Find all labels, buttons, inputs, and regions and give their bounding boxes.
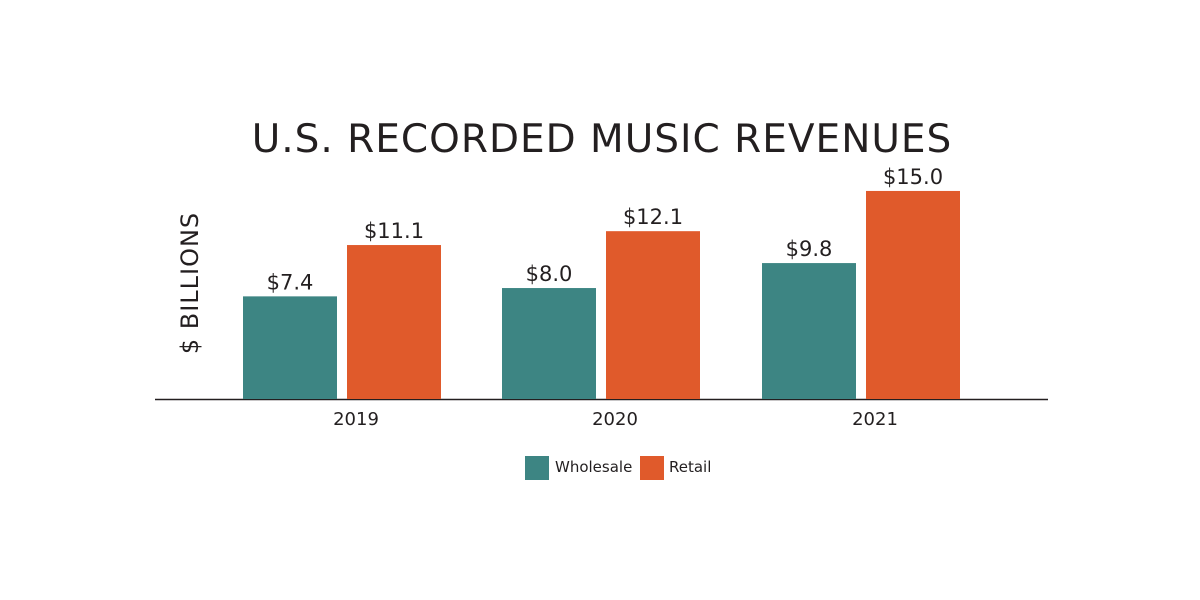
legend-label-retail: Retail [669,458,711,476]
x-tick-label-2021: 2021 [852,409,898,430]
x-tick-label-2019: 2019 [333,409,379,430]
bar-retail-2019 [347,245,441,399]
legend-swatch-retail [640,456,664,480]
bar-retail-2020 [606,231,700,399]
legend: Wholesale Retail [525,456,711,480]
data-label-retail-2021: $15.0 [883,165,943,189]
data-label-wholesale-2020: $8.0 [526,262,573,286]
chart-title: U.S. RECORDED MUSIC REVENUES [252,117,953,162]
x-tick-labels: 2019 2020 2021 [333,409,898,430]
bar-wholesale-2019 [243,296,337,399]
data-label-retail-2019: $11.1 [364,219,424,243]
data-label-wholesale-2019: $7.4 [267,270,314,294]
data-label-retail-2020: $12.1 [623,205,683,229]
bars-layer: $7.4 $11.1 $8.0 $12.1 $9.8 $15.0 [243,165,960,399]
y-axis-label: $ BILLIONS [176,212,204,354]
legend-label-wholesale: Wholesale [555,458,632,476]
bar-wholesale-2020 [502,288,596,399]
bar-retail-2021 [866,190,960,399]
x-tick-label-2020: 2020 [592,409,638,430]
data-label-wholesale-2021: $9.8 [786,237,833,261]
legend-swatch-wholesale [525,456,549,480]
bar-wholesale-2021 [762,263,856,399]
